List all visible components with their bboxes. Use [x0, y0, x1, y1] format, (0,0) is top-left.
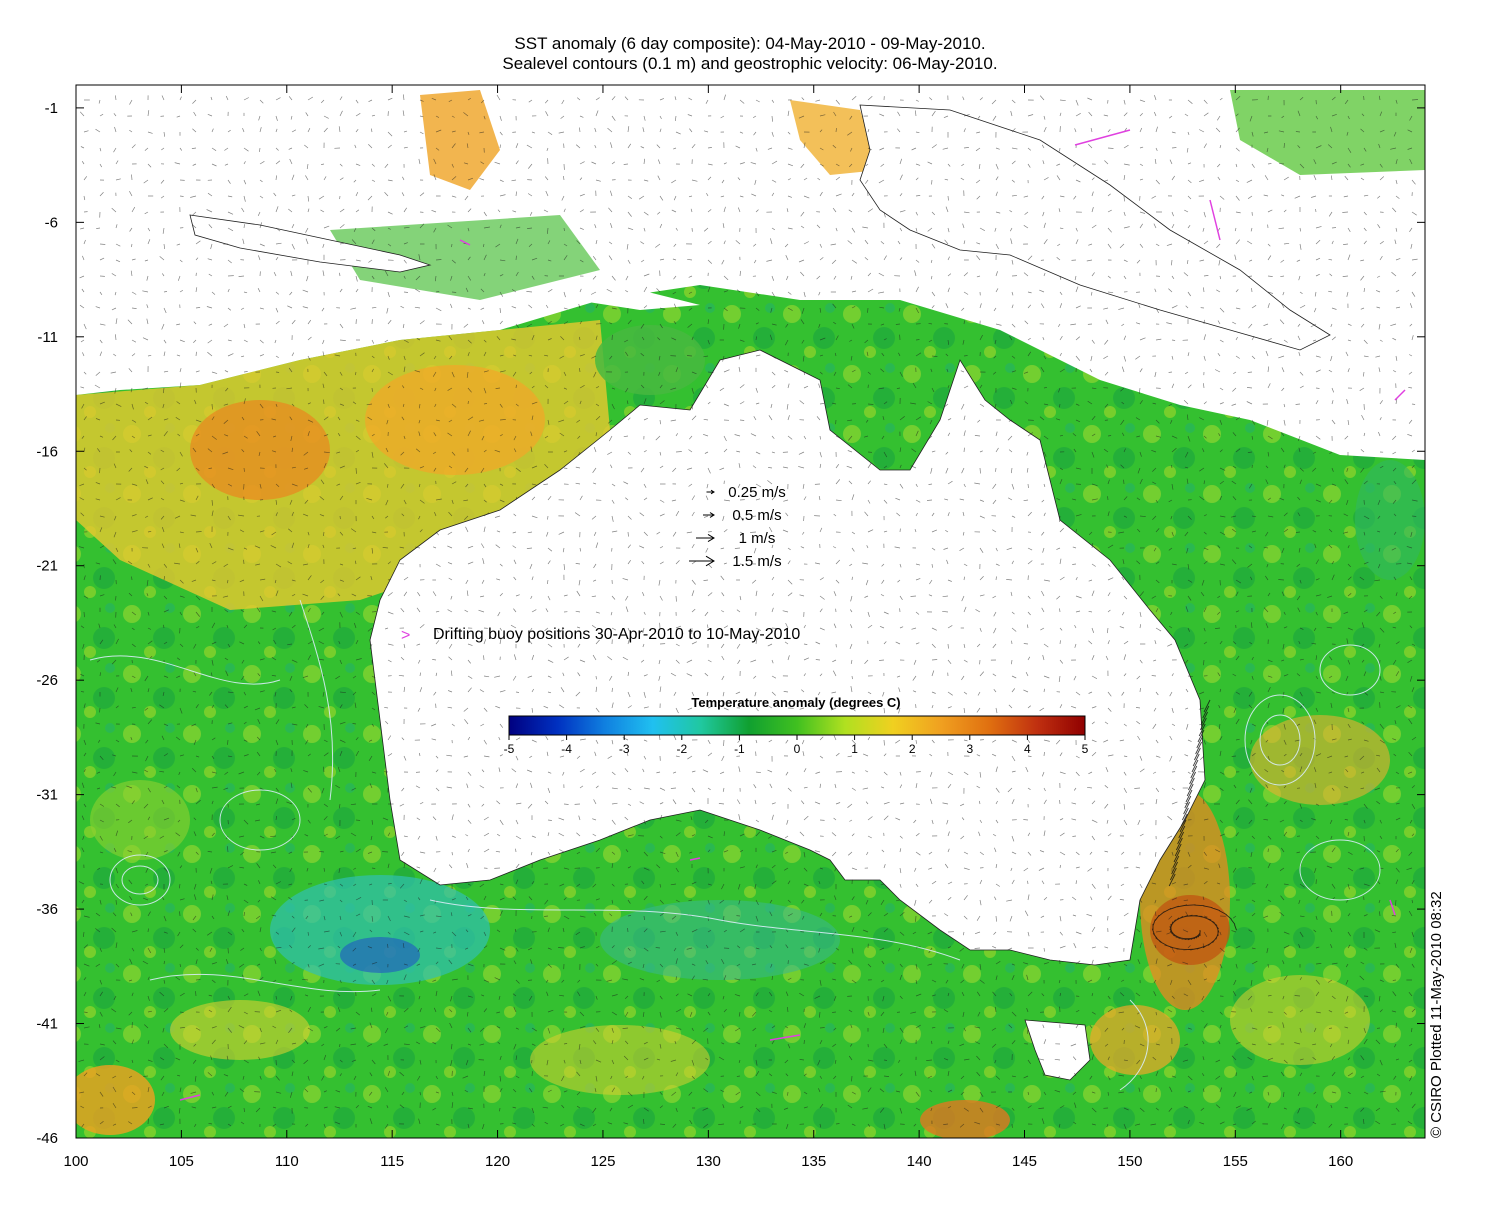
lat-tick-label: -36	[36, 901, 58, 918]
colorbar-tick-label: -5	[504, 742, 515, 756]
lon-tick-label: 120	[485, 1153, 510, 1170]
colorbar-ramp	[508, 715, 1086, 736]
lon-tick-label: 110	[275, 1153, 299, 1170]
velocity-legend-label: 0.5 m/s	[732, 507, 781, 524]
colorbar-tick-label: 0	[794, 742, 801, 756]
velocity-legend-label: 1 m/s	[739, 530, 776, 547]
map-title-line-1: SST anomaly (6 day composite): 04-May-20…	[514, 34, 986, 53]
sst-field	[76, 85, 1425, 1138]
lat-tick-label: -46	[36, 1130, 58, 1147]
lon-tick-label: 115	[380, 1153, 404, 1170]
coastlines	[189, 104, 1331, 1081]
lat-tick-label: -26	[36, 672, 58, 689]
velocity-arrows-background	[78, 94, 1419, 1130]
lat-tick-label: -31	[36, 787, 58, 804]
colorbar-title: Temperature anomaly (degrees C)	[691, 695, 900, 710]
plot-frame	[75, 84, 1426, 1139]
colorbar-tick-label: 5	[1082, 742, 1089, 756]
australia-landmass	[370, 350, 1205, 965]
longitude-axis: 100 105 110 115 120 125 130 135 140 145 150 155 160	[63, 85, 1353, 1170]
velocity-legend-arrow	[689, 555, 715, 567]
buoy-legend-label: Drifting buoy positions 30-Apr-2010 to 1…	[433, 626, 800, 643]
lat-tick-label: -21	[36, 558, 58, 575]
map-title-line-2: Sealevel contours (0.1 m) and geostrophi…	[502, 54, 998, 73]
lon-tick-label: 135	[801, 1153, 826, 1170]
lon-tick-label: 160	[1328, 1153, 1353, 1170]
java-landmass	[190, 215, 430, 272]
colorbar-tick-label: -2	[676, 742, 687, 756]
buoy-legend-symbol: >	[401, 627, 410, 644]
sulawesi-landmass	[500, 100, 560, 200]
borneo-landmass	[200, 92, 400, 205]
velocity-legend-label: 1.5 m/s	[732, 553, 781, 570]
new-guinea-landmass	[860, 105, 1330, 350]
lon-tick-label: 140	[907, 1153, 932, 1170]
lat-tick-label: -6	[45, 214, 58, 231]
colorbar-tick-label: 2	[909, 742, 916, 756]
lat-tick-label: -16	[36, 443, 58, 460]
colorbar-tick-label: -1	[734, 742, 745, 756]
lon-tick-label: 125	[590, 1153, 615, 1170]
lon-tick-label: 105	[169, 1153, 194, 1170]
temperature-colorbar: Temperature anomaly (degrees C) -5 -4 -3 -2…	[504, 695, 1089, 756]
east-australian-current-arrows	[1151, 699, 1237, 951]
buoy-tracks	[179, 129, 1406, 1101]
colorbar-tick-label: 3	[966, 742, 973, 756]
sealevel-contours	[89, 599, 1381, 1091]
lat-tick-label: -41	[36, 1016, 58, 1033]
colorbar-tick-label: 1	[851, 742, 858, 756]
velocity-legend-arrow	[703, 512, 715, 518]
lon-tick-label: 150	[1117, 1153, 1142, 1170]
latitude-axis: -1-6-11-16-21-26-31-36-41-46	[36, 100, 1425, 1147]
velocity-legend-label: 0.25 m/s	[728, 484, 786, 501]
lat-tick-label: -11	[37, 329, 58, 346]
buoy-legend: > Drifting buoy positions 30-Apr-2010 to…	[401, 626, 800, 644]
velocity-legend-arrow	[706, 489, 715, 495]
lon-tick-label: 145	[1012, 1153, 1037, 1170]
lon-tick-label: 130	[696, 1153, 721, 1170]
colorbar-tick-label: 4	[1024, 742, 1031, 756]
velocity-legend: 0.25 m/s 0.5 m/s 1 m/s 1.5 m/s	[689, 484, 786, 570]
credit-text: © CSIRO Plotted 11-May-2010 08:32	[1428, 891, 1445, 1138]
colorbar-tick-label: -3	[619, 742, 630, 756]
timor-landmass	[560, 285, 700, 310]
colorbar-tick-label: -4	[561, 742, 572, 756]
velocity-legend-arrow	[696, 533, 715, 543]
lon-tick-label: 155	[1223, 1153, 1248, 1170]
lon-tick-label: 100	[63, 1153, 88, 1170]
sumatra-landmass	[76, 110, 195, 212]
lat-tick-label: -1	[45, 100, 58, 117]
geostrophic-velocity-arrows	[78, 94, 1419, 1130]
